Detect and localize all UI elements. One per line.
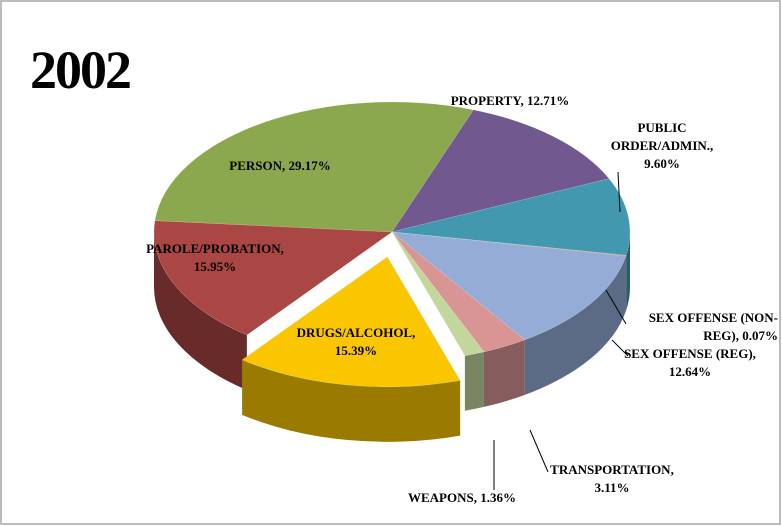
data-label-line: 15.39% [335, 343, 377, 358]
data-label-line: 15.95% [194, 259, 236, 274]
leader-line [611, 339, 629, 357]
slice [391, 231, 627, 257]
slice [153, 220, 393, 336]
leader-line [617, 171, 621, 213]
data-label-line: SEX OFFENSE (NON- [649, 310, 778, 325]
data-label: PERSON, 29.17% [229, 158, 330, 173]
data-label-line: DRUGS/ALCOHOL, [297, 325, 416, 340]
data-label-line: 3.11% [594, 480, 629, 495]
data-label-line: WEAPONS, 1.36% [408, 490, 516, 505]
data-label: PAROLE/PROBATION, 15.95% [146, 241, 284, 274]
slice [154, 101, 474, 233]
data-label: WEAPONS, 1.36% [408, 490, 516, 505]
slice [241, 256, 461, 388]
slice-side [483, 339, 525, 407]
slice-side [154, 232, 247, 391]
slice-side [524, 255, 626, 395]
data-label-line: PAROLE/PROBATION, [146, 241, 284, 256]
data-label: PUBLIC ORDER/ADMIN., 9.60% [611, 120, 714, 171]
slice [391, 231, 526, 353]
leader-line [529, 429, 549, 473]
data-label: DRUGS/ALCOHOL, 15.39% [297, 325, 416, 358]
slice [391, 109, 610, 233]
data-label-line: PROPERTY, 12.71% [451, 93, 570, 108]
data-label: SEX OFFENSE (NON- REG), 0.07% [649, 310, 778, 343]
data-label: SEX OFFENSE (REG), 12.64% [624, 346, 756, 379]
slice-side [242, 359, 461, 442]
slice [391, 178, 631, 256]
data-label-line: 9.60% [644, 156, 680, 171]
slice-side [464, 351, 484, 411]
data-label-line: ORDER/ADMIN., [611, 138, 714, 153]
data-label-line: PUBLIC [637, 120, 686, 135]
chart-title: 2002 [30, 40, 130, 100]
slice-side [626, 232, 630, 311]
data-label: PROPERTY, 12.71% [451, 93, 570, 108]
leader-line [605, 289, 627, 325]
data-label-line: 12.64% [669, 364, 711, 379]
slice [391, 231, 627, 341]
data-label-line: SEX OFFENSE (REG), [624, 346, 756, 361]
data-label-line: REG), 0.07% [703, 328, 778, 343]
slice [391, 231, 485, 357]
data-label: TRANSPORTATION, 3.11% [550, 462, 674, 495]
data-label-line: TRANSPORTATION, [550, 462, 674, 477]
data-label-line: PERSON, 29.17% [229, 158, 330, 173]
